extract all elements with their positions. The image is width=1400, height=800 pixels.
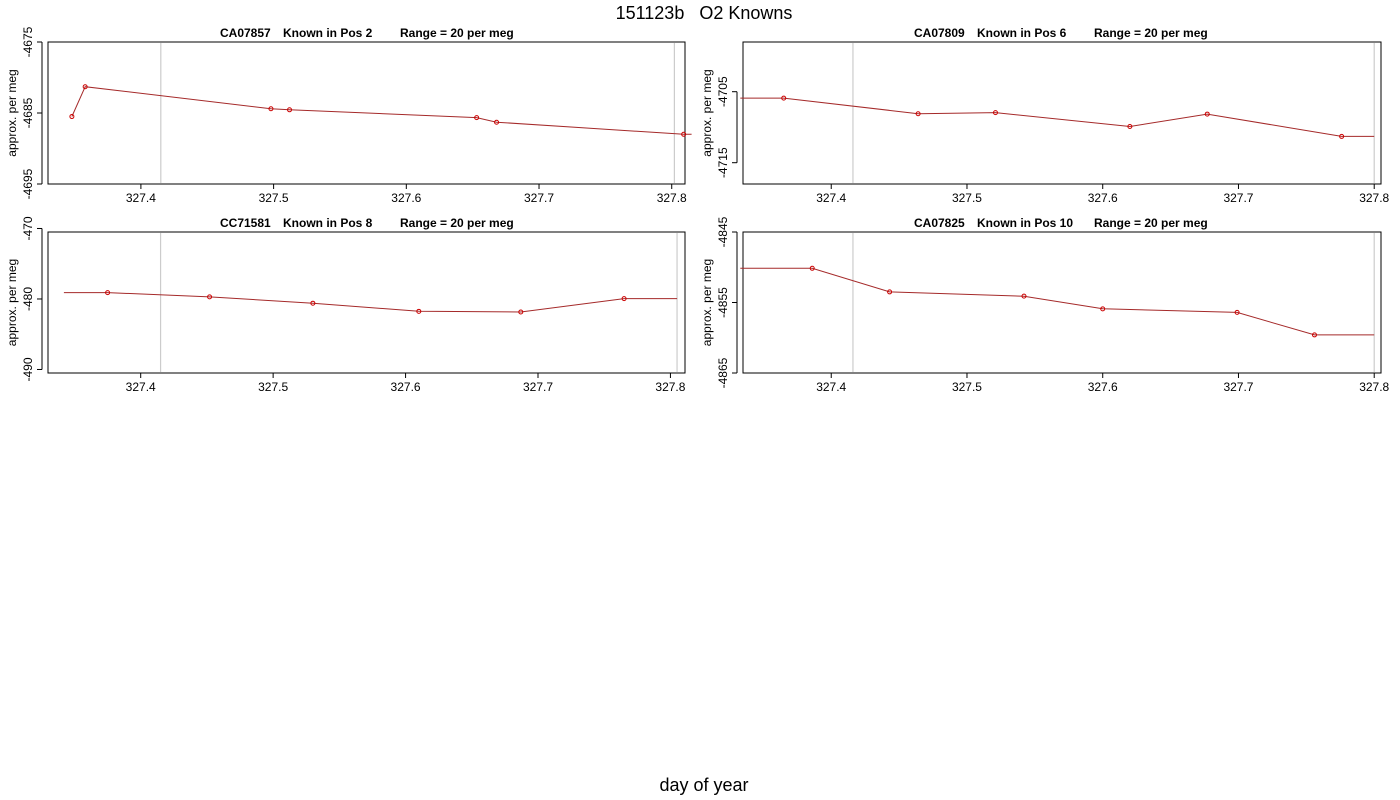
y-tick-label: -4675 [21,26,35,57]
y-tick-label: -4715 [716,147,730,178]
panel-title-part: CA07825 [914,216,965,230]
y-axis-label: approx. per meg [700,69,714,156]
x-tick-label: 327.5 [259,191,289,205]
x-tick-label: 327.7 [523,380,553,394]
data-point [1127,123,1133,129]
x-tick-label: 327.4 [126,380,156,394]
x-tick-label: 327.7 [1223,380,1253,394]
panel-title: CC71581 Known in Pos 8 Range = 20 per meg [220,216,514,230]
data-point [268,106,274,112]
data-point [82,84,88,90]
data-point [1339,133,1345,139]
panel-title: CA07857 Known in Pos 2 Range = 20 per meg [220,26,514,40]
x-tick-label: 327.8 [1359,380,1389,394]
series-line [71,86,692,135]
panel-4: CA07825 Known in Pos 10 Range = 20 per meg… [700,216,1390,394]
y-tick-label: -4705 [716,76,730,107]
x-tick-label: 327.4 [816,191,846,205]
y-tick-label: -4845 [716,216,730,247]
data-point [1234,309,1240,315]
data-point [1100,306,1106,312]
x-tick-label: 327.5 [952,380,982,394]
panel-3: CC71581 Known in Pos 8 Range = 20 per meg 3… [5,216,686,394]
data-point [681,131,687,137]
data-point [287,107,293,113]
panel-title-part: Known in Pos 6 [977,26,1067,40]
x-axis-label: day of year [659,775,748,795]
panel-title: CA07825 Known in Pos 10 Range = 20 per meg [914,216,1208,230]
panel-title-part: CC71581 [220,216,271,230]
y-tick-label: -4695 [21,168,35,199]
data-point [781,95,787,101]
x-tick-label: 327.8 [657,191,687,205]
data-point [474,115,480,121]
panel-title-part: Range = 20 per meg [400,26,514,40]
data-point [207,294,213,300]
y-tick-label: -470 [21,216,35,240]
plot-frame [742,41,1382,185]
x-tick-label: 327.7 [524,191,554,205]
data-point [1311,332,1317,338]
y-tick-label: -480 [21,287,35,311]
panels: CA07857 Known in Pos 2 Range = 20 per meg 3… [5,26,1390,394]
y-tick-label: -490 [21,357,35,381]
data-point [494,119,500,125]
panel-title-part: Range = 20 per meg [1094,26,1208,40]
x-tick-label: 327.8 [1359,191,1389,205]
panel-title: CA07809 Known in Pos 6 Range = 20 per meg [914,26,1208,40]
panel-title-part: Range = 20 per meg [1094,216,1208,230]
x-tick-label: 327.4 [126,191,156,205]
x-tick-label: 327.5 [258,380,288,394]
panel-title-part: Range = 20 per meg [400,216,514,230]
data-point [915,111,921,117]
data-point [621,296,627,302]
data-point [518,309,524,315]
series-line [740,97,1375,137]
x-tick-label: 327.6 [1088,191,1118,205]
plot-frame [47,41,686,185]
x-tick-label: 327.6 [391,191,421,205]
series-line [740,267,1375,336]
data-point [1204,111,1210,117]
data-point [416,308,422,314]
data-point [69,114,75,120]
x-tick-label: 327.7 [1223,191,1253,205]
panel-title-part: Known in Pos 2 [283,26,373,40]
x-tick-label: 327.5 [952,191,982,205]
plot-frame [742,231,1382,374]
panel-title-part: CA07857 [220,26,271,40]
data-point [310,300,316,306]
data-point [105,290,111,296]
y-axis-label: approx. per meg [700,259,714,346]
x-tick-label: 327.8 [655,380,685,394]
y-tick-label: -4855 [716,287,730,318]
plot-frame [47,231,686,374]
series-line [63,292,678,313]
data-point [809,265,815,271]
y-tick-label: -4685 [21,97,35,128]
data-point [887,289,893,295]
x-tick-label: 327.4 [816,380,846,394]
x-tick-label: 327.6 [1088,380,1118,394]
y-axis-label: approx. per meg [5,69,19,156]
x-tick-label: 327.6 [391,380,421,394]
data-point [992,110,998,116]
panel-1: CA07857 Known in Pos 2 Range = 20 per meg 3… [5,26,692,205]
panel-title-part: Known in Pos 10 [977,216,1073,230]
data-point [1021,293,1027,299]
figure-title: 151123b O2 Knowns [616,3,793,23]
panel-title-part: CA07809 [914,26,965,40]
panel-title-part: Known in Pos 8 [283,216,373,230]
y-axis-label: approx. per meg [5,259,19,346]
panel-2: CA07809 Known in Pos 6 Range = 20 per meg 3… [700,26,1390,205]
y-tick-label: -4865 [716,357,730,388]
